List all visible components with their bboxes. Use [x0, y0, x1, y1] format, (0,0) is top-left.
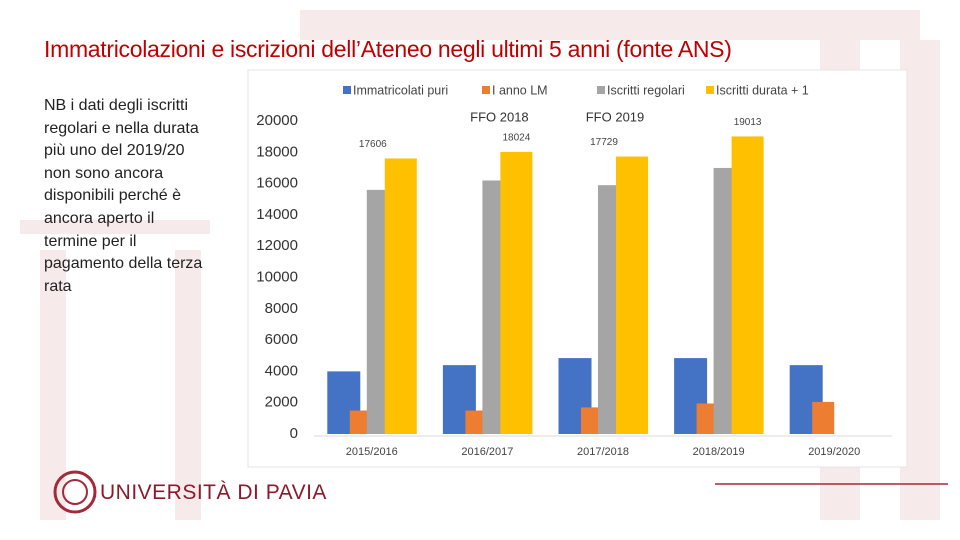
bar [465, 410, 488, 434]
x-tick-label: 2017/2018 [577, 446, 629, 458]
y-tick-label: 14000 [256, 206, 298, 223]
data-label: 17729 [590, 137, 618, 148]
legend-swatch [482, 86, 490, 94]
note-line: più uno del 2019/20 [44, 142, 185, 160]
bar [349, 410, 372, 434]
logo-text: UNIVERSITÀ DI PAVIA [100, 481, 327, 504]
y-tick-label: 4000 [265, 362, 298, 379]
annotation: FFO 2018 [470, 109, 529, 124]
bar [500, 151, 533, 435]
legend-swatch [343, 86, 351, 94]
legend-swatch [706, 86, 714, 94]
legend-label: Iscritti regolari [607, 83, 685, 97]
note-line: non sono ancora [44, 164, 164, 182]
y-tick-label: 2000 [265, 394, 298, 411]
y-tick-label: 12000 [256, 237, 298, 254]
bar [616, 156, 648, 435]
data-label: 18024 [502, 133, 530, 144]
note: NB i dati degli iscritti regolari e nella… [44, 95, 202, 298]
data-label: 17606 [359, 139, 387, 150]
note-line: rata [44, 277, 72, 295]
x-tick-label: 2019/2020 [808, 446, 860, 458]
note-line: termine per il [44, 232, 137, 250]
bar [581, 407, 603, 434]
y-tick-label: 20000 [256, 112, 298, 129]
legend-label: Iscritti durata + 1 [716, 83, 809, 97]
data-label: 19013 [734, 117, 762, 128]
note-line: ancora aperto il [44, 209, 155, 227]
bar [598, 185, 618, 434]
slide-title: Immatricolazioni e iscrizioni dell’Atene… [44, 36, 732, 62]
x-tick-label: 2015/2016 [346, 446, 398, 458]
legend-label: Immatricolati puri [353, 83, 448, 97]
note-line: disponibili perché è [44, 187, 181, 205]
bar [713, 167, 734, 434]
note-line: NB i dati degli iscritti [44, 97, 189, 114]
annotation: FFO 2019 [586, 109, 645, 124]
y-tick-label: 10000 [256, 268, 298, 285]
x-tick-label: 2018/2019 [693, 446, 745, 458]
bar [812, 401, 835, 434]
y-tick-label: 6000 [265, 331, 298, 348]
bar [384, 158, 417, 434]
bar [696, 403, 719, 434]
bar [482, 180, 503, 434]
note-line: regolari e nella durata [44, 119, 199, 137]
x-tick-label: 2016/2017 [461, 446, 513, 458]
bar [731, 136, 764, 435]
legend-swatch [597, 86, 605, 94]
note-line: pagamento della terza [44, 255, 203, 273]
legend-label: I anno LM [492, 83, 548, 97]
y-tick-label: 0 [290, 425, 298, 442]
y-tick-label: 8000 [265, 300, 298, 317]
y-tick-label: 18000 [256, 143, 298, 160]
y-tick-label: 16000 [256, 175, 298, 192]
bar [366, 189, 387, 434]
